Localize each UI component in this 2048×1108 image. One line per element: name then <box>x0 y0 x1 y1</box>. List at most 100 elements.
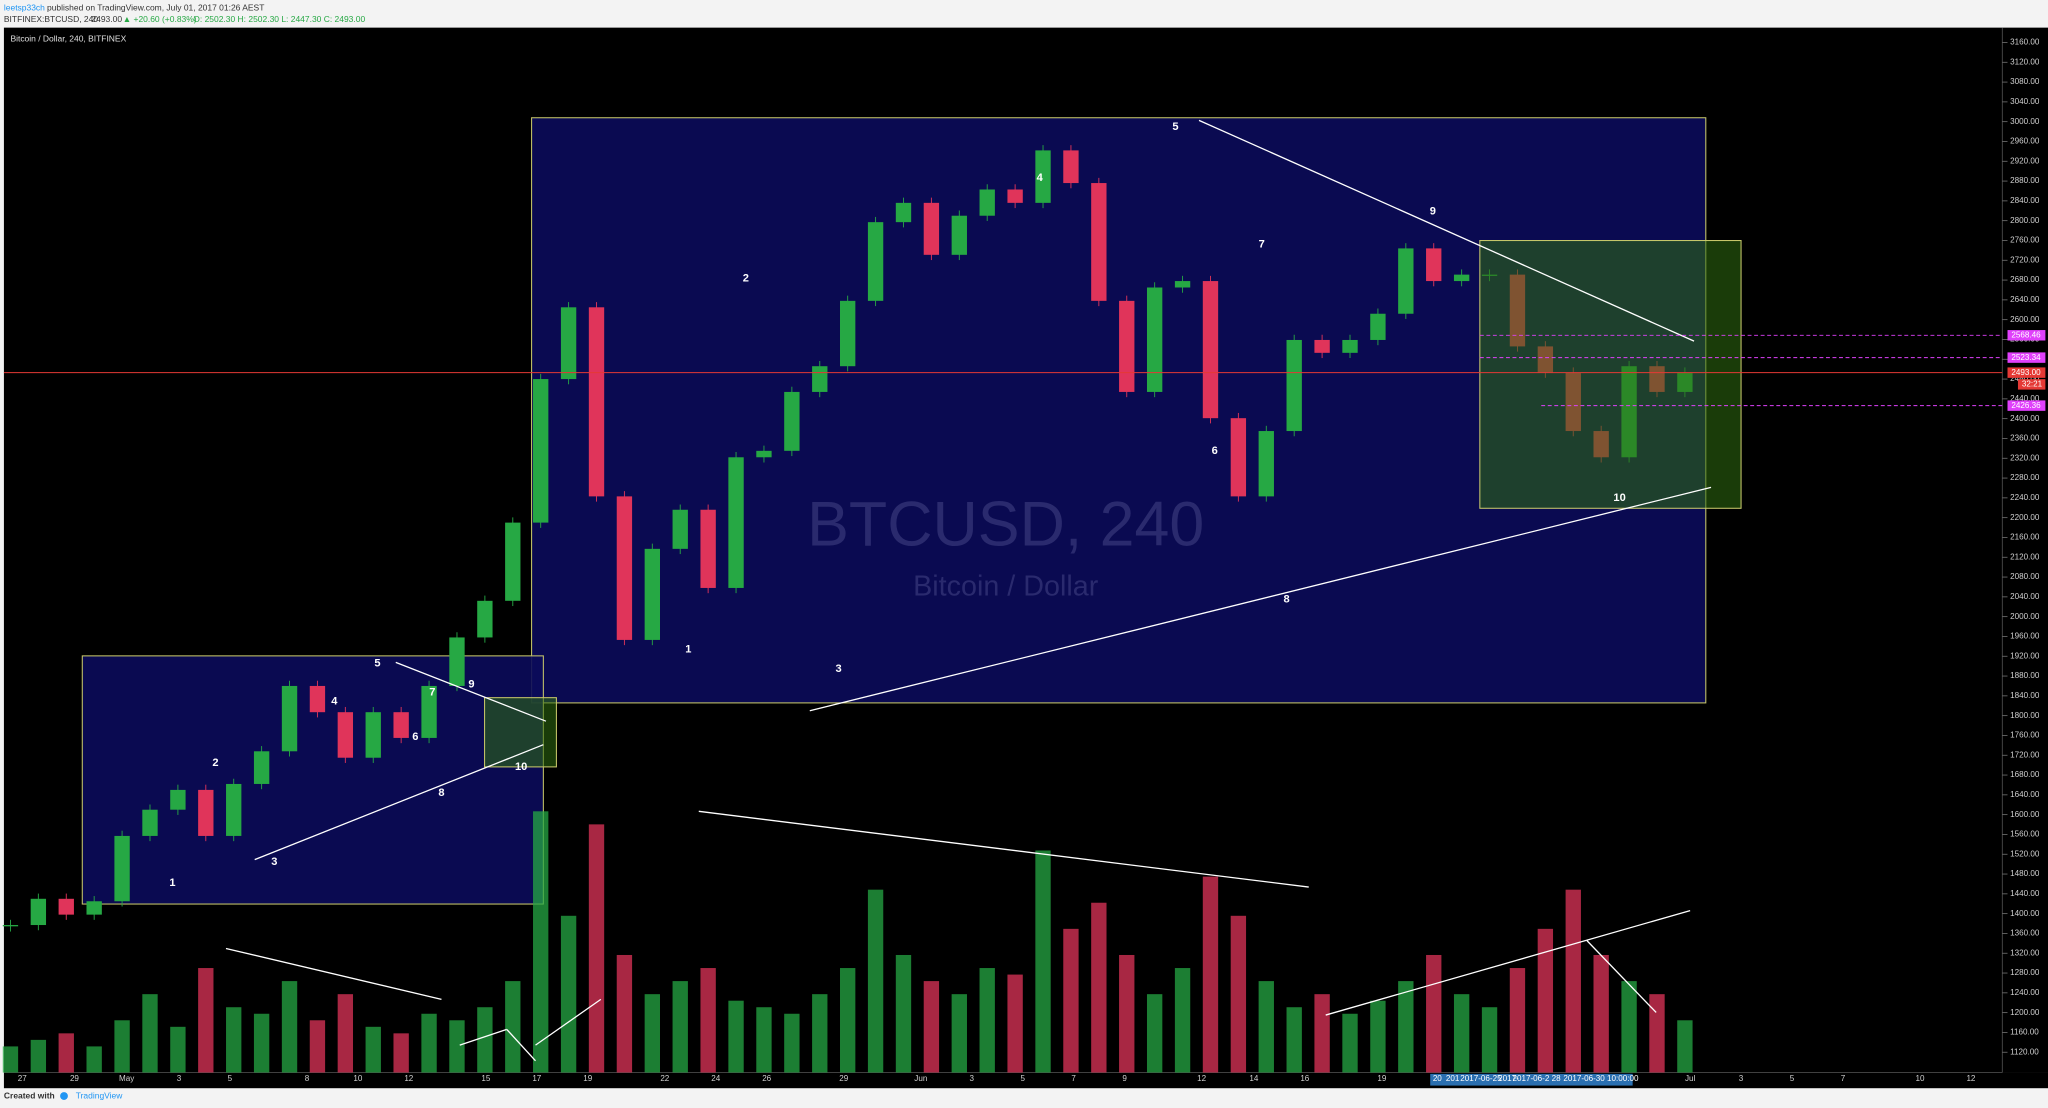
volume-bar <box>1677 1020 1693 1073</box>
candle <box>1091 183 1107 301</box>
symbol: BITFINEX:BTCUSD, 240 <box>4 14 98 24</box>
volume-bar <box>533 811 549 1073</box>
x-tick-label: 19 <box>1377 1074 1386 1083</box>
volume-bar <box>1146 994 1163 1073</box>
publisher[interactable]: leetsp33ch <box>4 2 45 12</box>
y-tick-label: 1960.00 <box>2010 632 2040 641</box>
volume-bar <box>226 1007 242 1073</box>
volume-bar <box>756 1007 772 1073</box>
x-tick-label: 3 <box>970 1074 975 1083</box>
volume-bar <box>337 994 354 1073</box>
candle <box>1007 189 1023 203</box>
x-tick-label: 5 <box>1790 1074 1795 1083</box>
y-tick-label: 2480.00 <box>2010 374 2040 383</box>
x-highlight-label: 20 <box>1433 1074 1442 1083</box>
x-highlight-label: 2017- <box>1498 1074 1519 1083</box>
volume-bar <box>505 981 521 1073</box>
candle <box>1063 150 1079 184</box>
volume-bar <box>2 1046 19 1073</box>
volume-bar <box>58 1033 74 1073</box>
date-highlight <box>1430 1073 1633 1086</box>
wave-label: 9 <box>468 679 474 691</box>
y-tick-label: 2960.00 <box>2010 137 2040 146</box>
trend-line[interactable] <box>254 744 544 861</box>
green-box[interactable] <box>1479 240 1742 509</box>
trend-line[interactable] <box>1325 909 1691 1016</box>
wave-label: 7 <box>1259 238 1265 250</box>
candle <box>588 307 605 497</box>
candle <box>700 509 716 588</box>
wave-label: 2 <box>212 757 218 769</box>
volume-bar <box>1202 876 1219 1073</box>
footer-brand[interactable]: TradingView <box>76 1090 123 1100</box>
published: published on TradingView.com, July 01, 2… <box>47 2 264 12</box>
y-tick-label: 1560.00 <box>2010 830 2040 839</box>
candle <box>1342 339 1358 353</box>
volume-bar <box>784 1013 800 1073</box>
candle <box>393 712 409 738</box>
trend-line[interactable] <box>459 1028 507 1046</box>
volume-bar <box>979 968 995 1073</box>
x-tick-label: 19 <box>583 1074 592 1083</box>
candle <box>672 509 688 549</box>
wave-label: 2 <box>743 272 749 284</box>
volume-bar <box>281 981 298 1073</box>
candle <box>421 685 437 738</box>
candle <box>226 783 242 836</box>
volume-bar <box>477 1007 493 1073</box>
y-tick-label: 3160.00 <box>2010 38 2040 47</box>
chart-title: Bitcoin / Dollar, 240, BITFINEX <box>10 34 126 44</box>
trend-line[interactable] <box>1198 119 1695 342</box>
y-tick-label: 1240.00 <box>2010 988 2040 997</box>
candle <box>1453 274 1470 282</box>
price-axis[interactable] <box>2002 27 2048 1073</box>
volume-bar <box>923 981 940 1073</box>
candle <box>1202 281 1219 419</box>
price-tag-label: 2426.36 <box>2011 401 2041 410</box>
candle <box>1258 431 1274 497</box>
y-tick-label: 2640.00 <box>2010 295 2040 304</box>
price-tag-label: 2493.00 <box>2011 368 2041 377</box>
trend-line[interactable] <box>506 1028 536 1062</box>
volume-bar <box>449 1020 465 1073</box>
y-tick-label: 1320.00 <box>2010 948 2040 957</box>
y-tick-label: 1880.00 <box>2010 671 2040 680</box>
volume-bar <box>1481 1007 1498 1073</box>
trend-line[interactable] <box>225 947 442 1001</box>
x-tick-label: 22 <box>660 1074 669 1083</box>
trend-line[interactable] <box>395 661 547 722</box>
ohlc: O: 2502.30 H: 2502.30 L: 2447.30 C: 2493… <box>193 14 365 24</box>
volume-bar <box>1621 981 1637 1073</box>
volume-bar <box>895 954 912 1073</box>
trend-line[interactable] <box>698 810 1309 888</box>
y-tick-label: 2880.00 <box>2010 176 2040 185</box>
volume-bar <box>616 954 633 1073</box>
trend-line[interactable] <box>809 486 1712 712</box>
price-tag <box>2007 400 2046 411</box>
wave-label: 5 <box>1172 121 1178 133</box>
x-tick-label: 15 <box>481 1074 490 1083</box>
volume-bar <box>421 1013 437 1073</box>
volume-bar <box>1426 954 1442 1073</box>
candle <box>1230 418 1247 497</box>
candle <box>337 712 354 758</box>
x-tick-label: 29 <box>70 1074 79 1083</box>
volume-bar <box>1174 968 1191 1073</box>
candle <box>365 712 381 758</box>
candle <box>644 548 660 640</box>
volume-bar <box>560 915 577 1073</box>
trend-line[interactable] <box>1586 940 1657 1013</box>
candle <box>30 898 47 926</box>
candle <box>1286 339 1302 432</box>
watermark: BTCUSD, 240 <box>807 490 1204 560</box>
footer-created: Created with <box>4 1090 55 1100</box>
y-tick-label: 2280.00 <box>2010 473 2040 482</box>
volume-bar <box>1063 928 1079 1073</box>
volume-bar <box>1649 994 1665 1073</box>
x-tick-label: 9 <box>1122 1074 1127 1083</box>
trend-line[interactable] <box>535 998 602 1046</box>
volume-bar <box>1370 1000 1386 1073</box>
green-box[interactable] <box>484 697 557 768</box>
candle <box>951 215 967 255</box>
x-tick-label: 12 <box>404 1074 413 1083</box>
